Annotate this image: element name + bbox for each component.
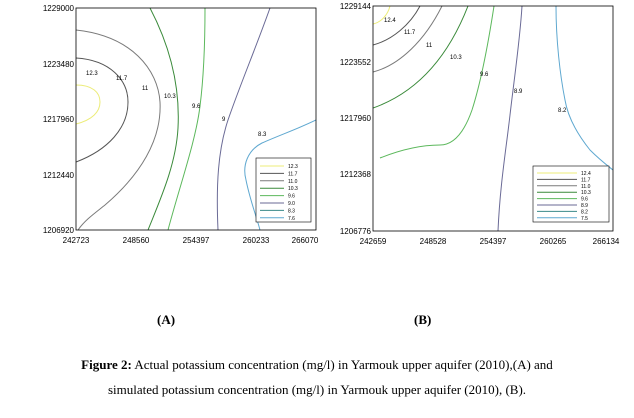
y-tick-b-4: 1206776	[340, 227, 372, 236]
contour-label-a-5: 9	[222, 117, 226, 123]
legend-b-label-0: 12.4	[581, 171, 591, 177]
contour-b-11-7	[373, 6, 421, 46]
y-tick-b-1: 1223552	[340, 58, 372, 67]
legend-b-label-1: 11.7	[581, 177, 591, 183]
contour-label-a-6: 8.3	[258, 132, 267, 138]
contour-label-a-0: 12.3	[86, 71, 98, 77]
panel-label-a: (A)	[157, 312, 176, 327]
legend-b-label-3: 10.3	[581, 190, 591, 196]
legend-a: 12.311.7 11.010.3 9.69.08.3 7.6	[255, 157, 312, 223]
panel-b: 12.4 11.7 11 10.3 9.6 8.9 8.2 1229144 12…	[340, 2, 620, 246]
figure-caption: Figure 2: Actual potassium concentration…	[0, 352, 634, 402]
contour-label-a-4: 9.6	[192, 104, 201, 110]
legend-a-label-6: 8.3	[288, 208, 295, 214]
y-axis-a: 1229000 1223480 1217960 1212440 1206920	[43, 4, 75, 235]
contour-labels-b: 12.4 11.7 11 10.3 9.6 8.9 8.2	[384, 18, 567, 114]
contour-b-10-3	[373, 6, 469, 109]
y-tick-b-0: 1229144	[340, 2, 372, 11]
contour-a-9-6	[167, 8, 206, 230]
contour-label-b-3: 10.3	[450, 55, 462, 61]
legend-a-label-1: 11.7	[288, 171, 298, 177]
y-tick-a-0: 1229000	[43, 4, 75, 13]
contour-b-9-6	[379, 6, 495, 159]
contour-label-b-5: 8.9	[514, 89, 523, 95]
contour-labels-a: 12.3 11.7 11 10.3 9.6 9 8.3	[86, 71, 267, 138]
panel-label-b: (B)	[414, 312, 432, 327]
contour-label-b-6: 8.2	[558, 108, 567, 114]
y-tick-a-1: 1223480	[43, 60, 75, 69]
plot-frame-b	[372, 5, 614, 232]
y-tick-b-3: 1212368	[340, 170, 372, 179]
legend-b-label-7: 7.5	[581, 216, 588, 222]
x-tick-a-4: 266070	[292, 236, 319, 245]
caption-text-1: Actual potassium concentration (mg/l) in…	[131, 357, 553, 372]
legend-b-label-5: 8.9	[581, 203, 588, 209]
contour-a-9	[216, 8, 271, 230]
legend-a-label-7: 7.6	[288, 216, 295, 222]
legend-b-label-4: 9.6	[581, 197, 588, 203]
contour-b-11	[373, 6, 443, 73]
y-tick-a-4: 1206920	[43, 226, 75, 235]
x-tick-b-2: 254397	[480, 237, 507, 246]
contour-a-8-3	[244, 119, 316, 230]
x-tick-b-0: 242659	[360, 237, 387, 246]
x-axis-a: 242723 248560 254397 260233 266070	[63, 236, 319, 245]
caption-prefix: Figure 2:	[81, 357, 132, 372]
legend-b: 12.411.711.010.39.68.98.27.5	[532, 165, 610, 223]
contour-a-11	[76, 29, 161, 230]
contour-b-12-4	[373, 6, 391, 25]
legend-b-label-2: 11.0	[581, 184, 591, 190]
legend-a-label-3: 10.3	[288, 186, 298, 192]
contour-b-8-9	[497, 6, 523, 231]
contour-label-b-1: 11.7	[404, 30, 416, 36]
contour-label-b-0: 12.4	[384, 18, 396, 24]
legend-a-label-5: 9.0	[288, 201, 295, 207]
contour-label-b-4: 9.6	[480, 72, 489, 78]
contour-a-11-7	[76, 57, 129, 163]
contour-a-12-3	[76, 84, 101, 125]
contour-label-a-3: 10.3	[164, 94, 176, 100]
x-tick-a-1: 248560	[123, 236, 150, 245]
x-axis-b: 242659 248528 254397 260265 266134	[360, 237, 620, 246]
caption-line-1: Figure 2: Actual potassium concentration…	[0, 352, 634, 377]
x-tick-b-4: 266134	[593, 237, 620, 246]
legend-a-label-0: 12.3	[288, 164, 298, 170]
y-tick-a-3: 1212440	[43, 171, 75, 180]
caption-line-2: simulated potassium concentration (mg/l)…	[107, 382, 527, 397]
contour-label-a-1: 11.7	[116, 76, 128, 82]
panel-a: 12.3 11.7 11 10.3 9.6 9 8.3 1229000 1223…	[43, 4, 319, 245]
legend-a-label-2: 11.0	[288, 179, 298, 185]
y-axis-b: 1229144 1223552 1217960 1212368 1206776	[340, 2, 372, 236]
y-tick-a-2: 1217960	[43, 115, 75, 124]
contour-b-8-2	[555, 6, 613, 171]
legend-a-label-4: 9.6	[288, 194, 295, 200]
x-tick-a-2: 254397	[183, 236, 210, 245]
plot-frame-a	[75, 7, 317, 231]
contour-label-a-2: 11	[142, 86, 149, 92]
contour-label-b-2: 11	[426, 43, 433, 49]
x-tick-b-1: 248528	[420, 237, 447, 246]
x-tick-a-3: 260233	[243, 236, 270, 245]
x-tick-a-0: 242723	[63, 236, 90, 245]
contour-a-10-3	[147, 8, 179, 230]
x-tick-b-3: 260265	[540, 237, 567, 246]
legend-b-label-6: 8.2	[581, 209, 588, 215]
y-tick-b-2: 1217960	[340, 114, 372, 123]
